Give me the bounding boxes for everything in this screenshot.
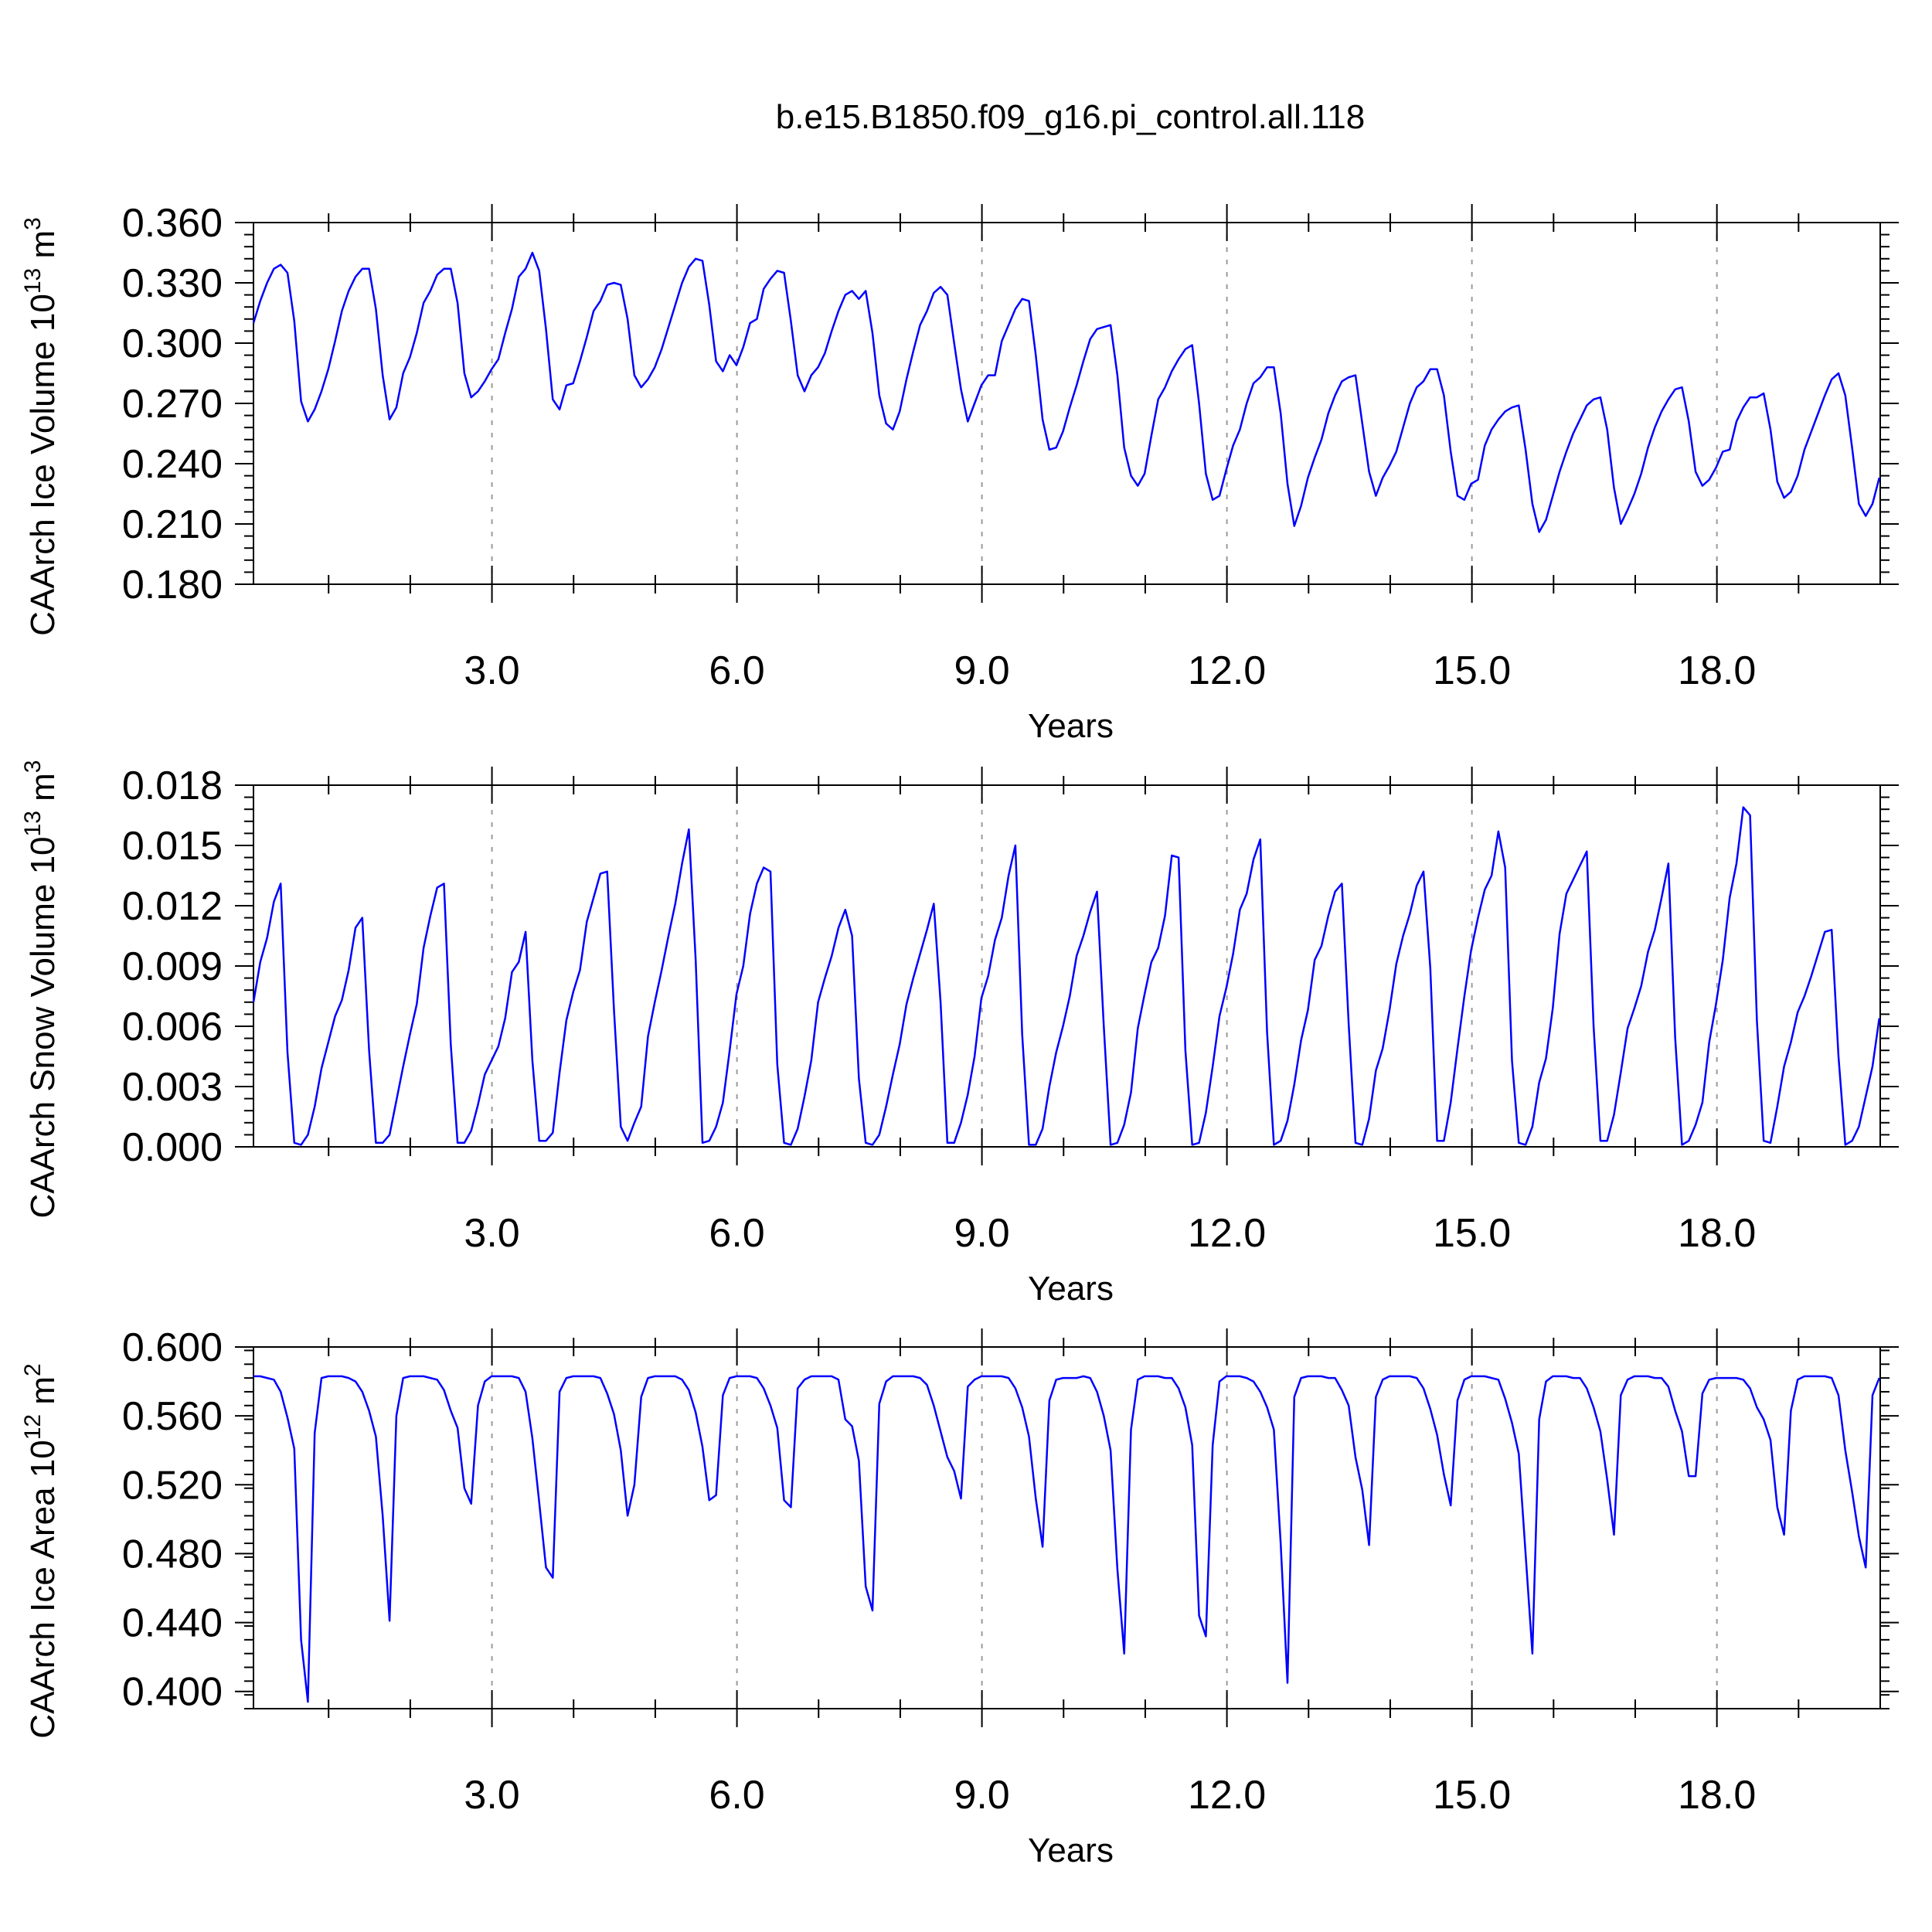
x-tick-label: 9.0 (954, 1211, 1009, 1256)
plot-frame (253, 1346, 1881, 1709)
x-tick-label: 3.0 (464, 648, 519, 693)
y-axis-label: CAArch Ice Area 1012 m2 (20, 1363, 62, 1738)
x-tick-label: 18.0 (1678, 1773, 1756, 1818)
y-tick-label: 0.600 (122, 1325, 223, 1370)
y-tick-label: 0.000 (122, 1125, 223, 1170)
x-tick-label: 9.0 (954, 1773, 1009, 1818)
x-tick-label: 3.0 (464, 1211, 519, 1256)
y-tick-label: 0.330 (122, 261, 223, 306)
chart-panel-ice-area: 3.0 6.0 9.0 12.0 15.0 18.0 0.400 0.440 0.480 0.52… (20, 1325, 1899, 1869)
y-tick-label: 0.560 (122, 1394, 223, 1439)
x-tick-label: 6.0 (709, 1773, 764, 1818)
y-tick-label: 0.440 (122, 1601, 223, 1646)
y-tick-label: 0.300 (122, 321, 223, 366)
x-tick-label: 15.0 (1433, 1211, 1511, 1256)
y-tick-label: 0.210 (122, 502, 223, 547)
y-tick-label: 0.400 (122, 1670, 223, 1715)
x-tick-label: 18.0 (1678, 648, 1756, 693)
y-tick-label: 0.520 (122, 1463, 223, 1508)
chart-panel-snow-volume: 3.0 6.0 9.0 12.0 15.0 18.0 0.000 0.003 0.006 0.00… (20, 760, 1899, 1308)
y-tick-label: 0.009 (122, 944, 223, 989)
x-tick-label: 15.0 (1433, 1773, 1511, 1818)
y-tick-label: 0.270 (122, 382, 223, 427)
figure-title: b.e15.B1850.f09_g16.pi_control.all.118 (776, 98, 1365, 136)
x-tick-label: 12.0 (1188, 1773, 1266, 1818)
y-axis-label: CAArch Snow Volume 1013 m3 (20, 760, 62, 1219)
x-tick-label: 6.0 (709, 1211, 764, 1256)
x-tick-label: 15.0 (1433, 648, 1511, 693)
chart-panel-ice-volume: 3.0 6.0 9.0 12.0 15.0 18.0 0.180 0.210 0.240 0.27… (20, 201, 1899, 745)
x-axis-label: Years (1028, 1832, 1114, 1869)
x-tick-label: 3.0 (464, 1773, 519, 1818)
x-axis-label: Years (1028, 1270, 1114, 1308)
series-line (253, 1375, 1880, 1703)
x-tick-label: 6.0 (709, 648, 764, 693)
x-tick-label: 18.0 (1678, 1211, 1756, 1256)
y-tick-label: 0.012 (122, 884, 223, 929)
x-tick-label: 12.0 (1188, 1211, 1266, 1256)
y-tick-label: 0.480 (122, 1532, 223, 1577)
x-tick-label: 12.0 (1188, 648, 1266, 693)
series-line (252, 251, 1881, 533)
x-tick-label: 9.0 (954, 648, 1009, 693)
y-tick-label: 0.360 (122, 201, 223, 246)
y-tick-label: 0.006 (122, 1005, 223, 1049)
series-line (252, 806, 1881, 1146)
y-axis-label: CAArch Ice Volume 1013 m3 (20, 217, 62, 636)
y-tick-label: 0.240 (122, 442, 223, 487)
y-tick-label: 0.180 (122, 563, 223, 607)
y-tick-label: 0.015 (122, 824, 223, 869)
y-tick-label: 0.018 (122, 764, 223, 808)
x-axis-label: Years (1028, 707, 1114, 745)
y-tick-label: 0.003 (122, 1065, 223, 1110)
